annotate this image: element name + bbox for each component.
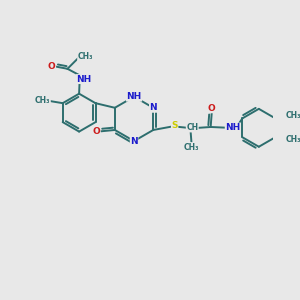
Text: O: O	[208, 104, 216, 113]
Text: N: N	[149, 103, 157, 112]
Text: S: S	[171, 122, 178, 130]
Text: O: O	[92, 127, 100, 136]
Text: CH: CH	[186, 123, 198, 132]
Text: NH: NH	[225, 123, 241, 132]
Text: O: O	[48, 61, 56, 70]
Text: NH: NH	[126, 92, 142, 101]
Text: CH₃: CH₃	[78, 52, 93, 61]
Text: CH₃: CH₃	[35, 96, 50, 105]
Text: N: N	[130, 136, 138, 146]
Text: CH₃: CH₃	[184, 142, 199, 152]
Text: CH₃: CH₃	[285, 111, 300, 120]
Text: CH₃: CH₃	[285, 136, 300, 145]
Text: NH: NH	[76, 75, 92, 84]
